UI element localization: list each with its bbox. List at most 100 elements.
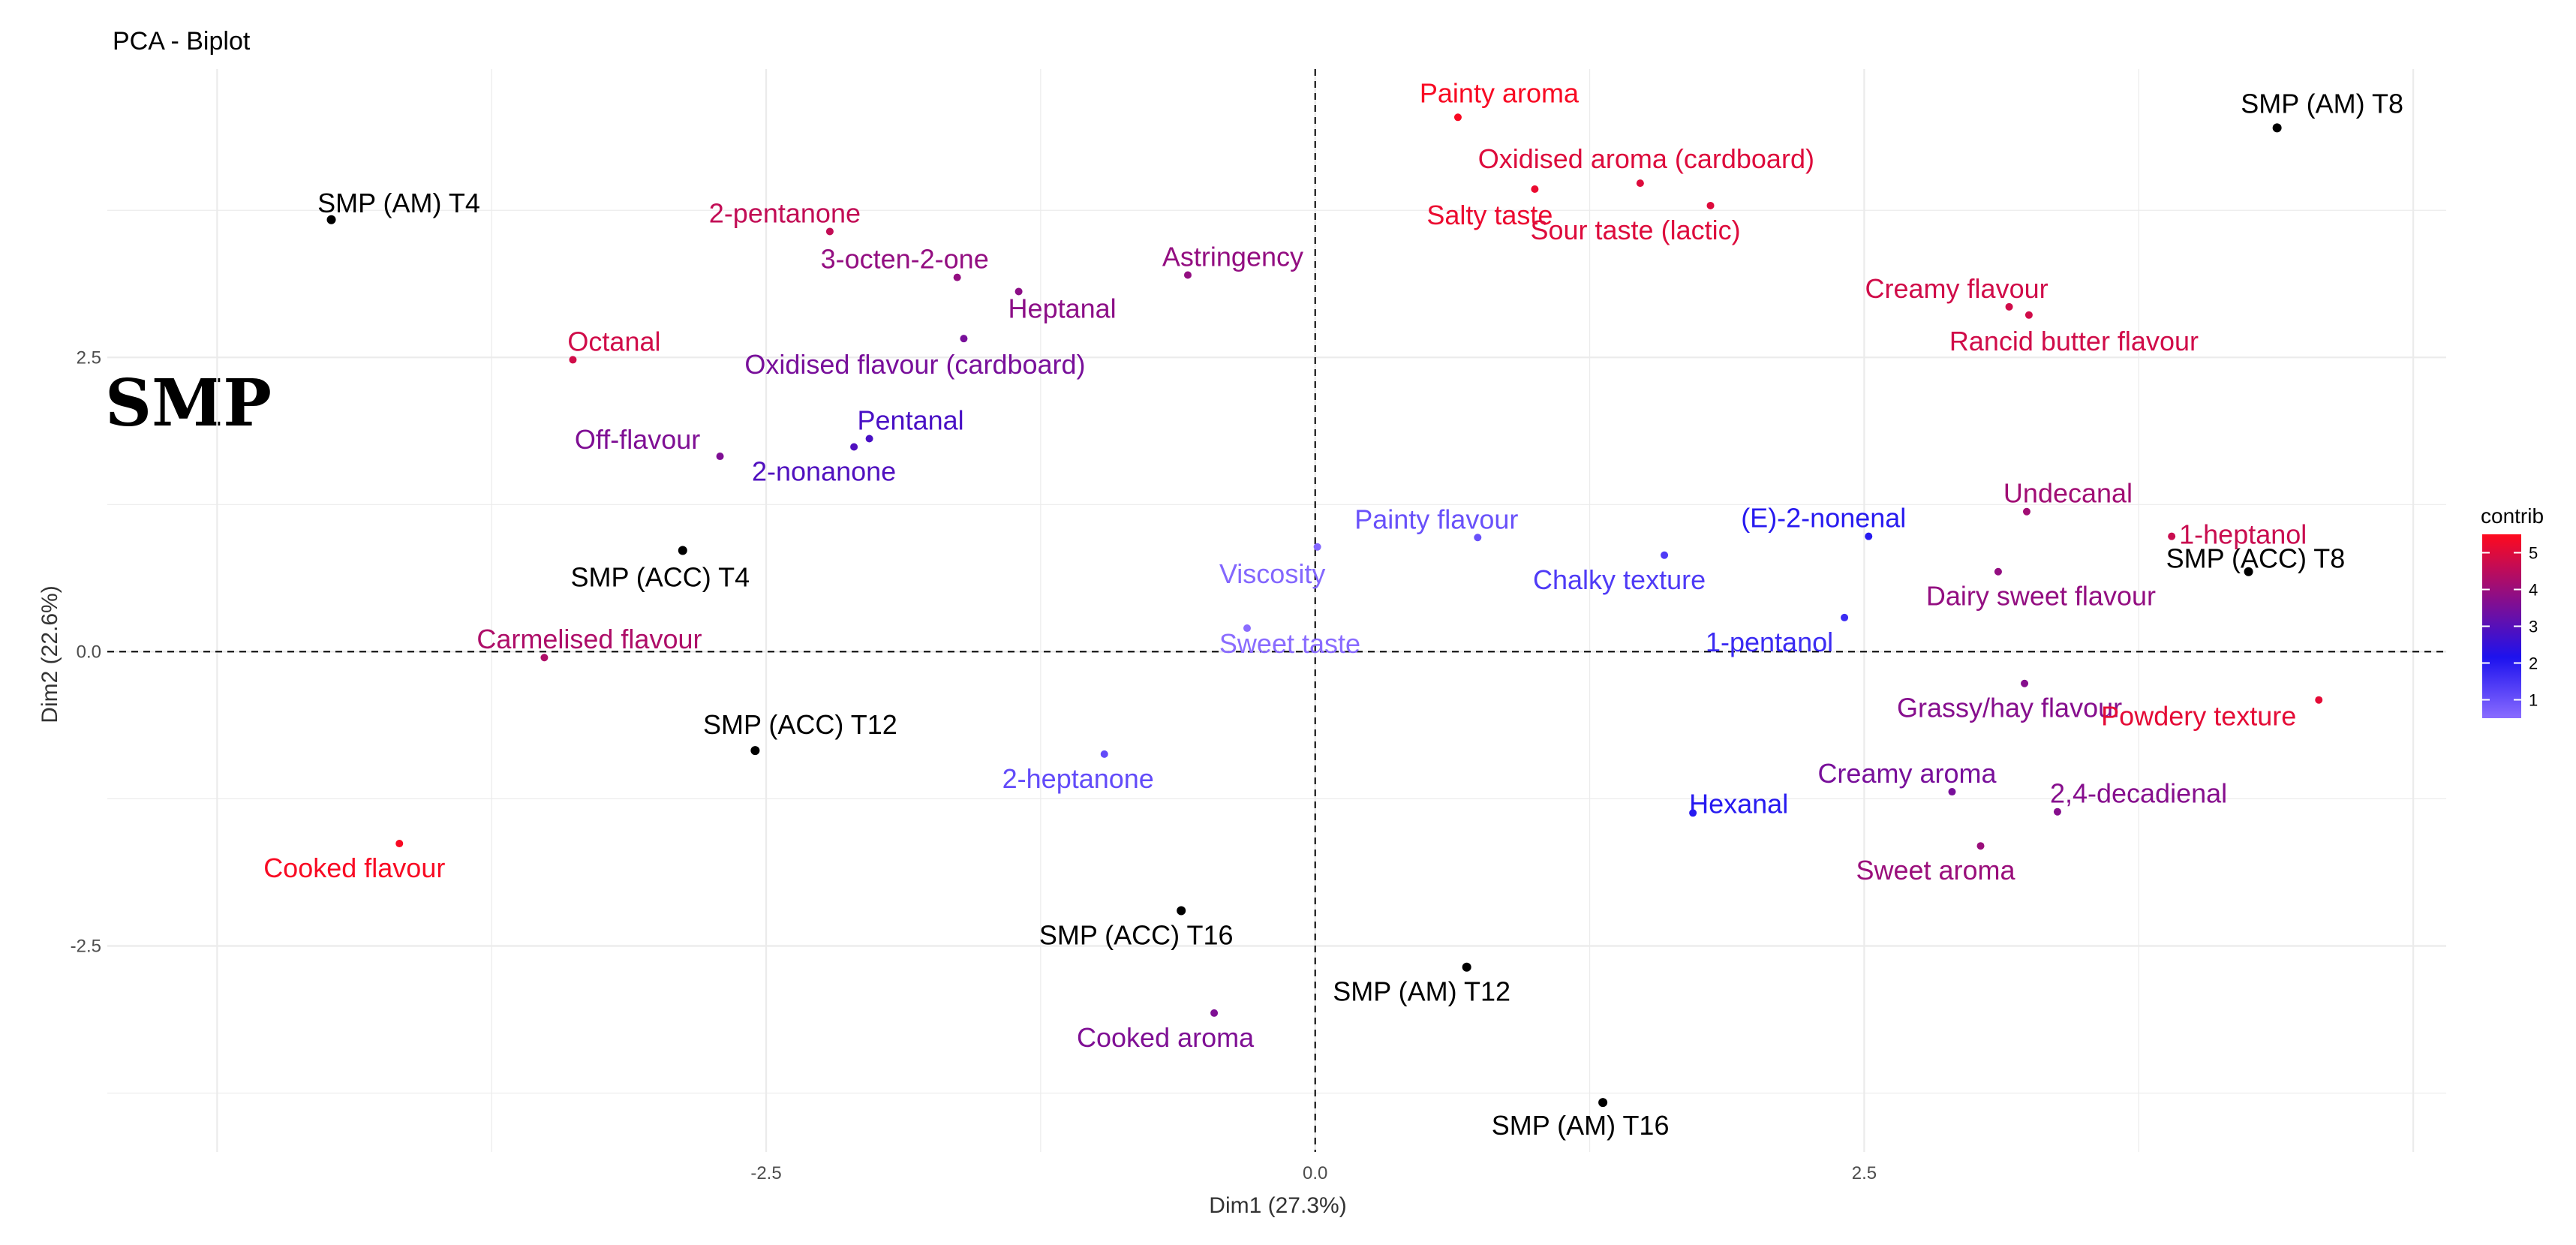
variable-point (953, 273, 961, 281)
variable-label: Powdery texture (2101, 701, 2296, 732)
legend-tick-label: 2 (2529, 654, 2538, 673)
variable-label: 3-octen-2-one (821, 244, 989, 275)
legend-tick-label: 1 (2529, 691, 2538, 710)
individual-label: SMP (AM) T16 (1492, 1110, 1670, 1141)
variable-label: Carmelised flavour (476, 624, 702, 654)
data-marks: Painty aroma Oxidised aroma (cardboard) Sa… (263, 77, 2403, 1141)
legend-tick-label: 3 (2529, 618, 2538, 636)
axis-ticks: -2.5 0.0 2.5 -2.5 0.0 2.5 (71, 347, 1877, 1183)
individual-point (1462, 962, 1471, 972)
individual-point (1177, 906, 1186, 916)
individual-point (750, 746, 760, 756)
variable-label: Creamy aroma (1817, 758, 1997, 789)
variable-point (1689, 809, 1697, 817)
legend-title: contrib (2481, 504, 2544, 528)
variable-point (2022, 507, 2030, 516)
variable-label: 1-heptanol (2179, 519, 2307, 550)
variable-point (540, 654, 549, 662)
individual-label: SMP (ACC) T12 (703, 709, 897, 740)
individual-label: SMP (AM) T8 (2241, 88, 2403, 119)
variable-label: Sour taste (lactic) (1530, 215, 1740, 245)
variable-label: Oxidised flavour (cardboard) (744, 349, 1085, 380)
variable-label: Cooked flavour (263, 853, 445, 883)
individual-point (326, 215, 336, 224)
x-tick-label: 2.5 (1852, 1163, 1877, 1183)
variable-point (1841, 613, 1849, 621)
individual-label: SMP (AM) T4 (317, 188, 480, 218)
variable-label: 1-pentanol (1706, 627, 1833, 657)
variable-point (2024, 311, 2033, 319)
grid (107, 69, 2446, 1152)
variable-label: Off-flavour (575, 424, 700, 455)
individual-point (1598, 1098, 1608, 1108)
x-tick-label: -2.5 (750, 1163, 781, 1183)
variable-point (2005, 302, 2013, 311)
variable-point (1706, 201, 1715, 209)
variable-point (2168, 532, 2176, 540)
variable-label: (E)-2-nonenal (1741, 503, 1906, 534)
variable-point (1865, 532, 1873, 540)
variable-label: 2,4-decadienal (2050, 778, 2227, 809)
y-tick-label: 2.5 (77, 347, 101, 368)
individual-label: SMP (AM) T12 (1333, 976, 1510, 1007)
contrib-legend: contrib 1 2 3 4 5 (2481, 504, 2544, 718)
individual-point (2244, 567, 2253, 576)
variable-label: Octanal (567, 326, 660, 356)
variable-point (1636, 179, 1644, 188)
variable-point (1976, 842, 1985, 850)
variable-label: Pentanal (858, 405, 964, 436)
variable-label: Undecanal (2003, 478, 2133, 509)
variable-label: Creamy flavour (1865, 273, 2048, 304)
variable-label: 2-nonanone (752, 456, 896, 486)
dataset-tag: SMP (105, 365, 272, 441)
variable-label: 2-heptanone (1002, 763, 1154, 794)
variable-point (865, 435, 873, 443)
variable-point (569, 356, 577, 364)
variable-point (1243, 624, 1251, 633)
y-tick-label: -2.5 (71, 937, 101, 957)
variable-point (1948, 788, 1956, 796)
variable-point (1474, 534, 1482, 542)
variable-point (960, 335, 968, 343)
x-axis-label: Dim1 (27.3%) (1209, 1193, 1346, 1218)
variable-point (2021, 679, 2029, 687)
variable-point (1531, 185, 1539, 193)
variable-point (2053, 807, 2061, 816)
variable-label: Cooked aroma (1077, 1022, 1255, 1053)
variable-label: Painty flavour (1354, 504, 1518, 534)
variable-point (716, 453, 724, 461)
variable-point (1313, 543, 1321, 551)
variable-point (1210, 1009, 1219, 1017)
variable-label: 2-pentanone (709, 197, 861, 228)
variable-point (850, 443, 858, 451)
variable-point (1994, 567, 2002, 576)
variable-point (1661, 551, 1669, 559)
y-axis-label: Dim2 (22.6%) (38, 585, 62, 723)
variable-label: Painty aroma (1420, 77, 1580, 108)
individual-label: SMP (ACC) T4 (570, 562, 750, 593)
variable-label: Viscosity (1219, 558, 1325, 589)
reference-lines (107, 69, 2446, 1152)
variable-label: Grassy/hay flavour (1897, 693, 2122, 723)
variable-point (2315, 696, 2323, 704)
variable-label: Hexanal (1689, 788, 1788, 819)
individual-label: SMP (ACC) T16 (1039, 919, 1234, 950)
variable-label: Heptanal (1008, 293, 1117, 323)
variable-label: Salty taste (1426, 200, 1553, 230)
individual-point (2272, 123, 2282, 133)
variable-label: Chalky texture (1533, 564, 1706, 595)
variable-label: Astringency (1162, 241, 1303, 272)
y-tick-label: 0.0 (77, 642, 101, 662)
legend-tick-label: 5 (2529, 544, 2538, 563)
individual-point (678, 546, 687, 555)
variable-label: Oxidised aroma (cardboard) (1478, 143, 1814, 174)
variable-point (1183, 271, 1192, 279)
legend-tick-label: 4 (2529, 581, 2538, 600)
variable-point (1014, 287, 1023, 296)
variable-label: Sweet aroma (1856, 855, 2015, 886)
variable-label: Rancid butter flavour (1949, 326, 2199, 356)
chart-title: PCA - Biplot (113, 27, 251, 56)
x-tick-label: 0.0 (1303, 1163, 1327, 1183)
variable-point (395, 840, 404, 848)
